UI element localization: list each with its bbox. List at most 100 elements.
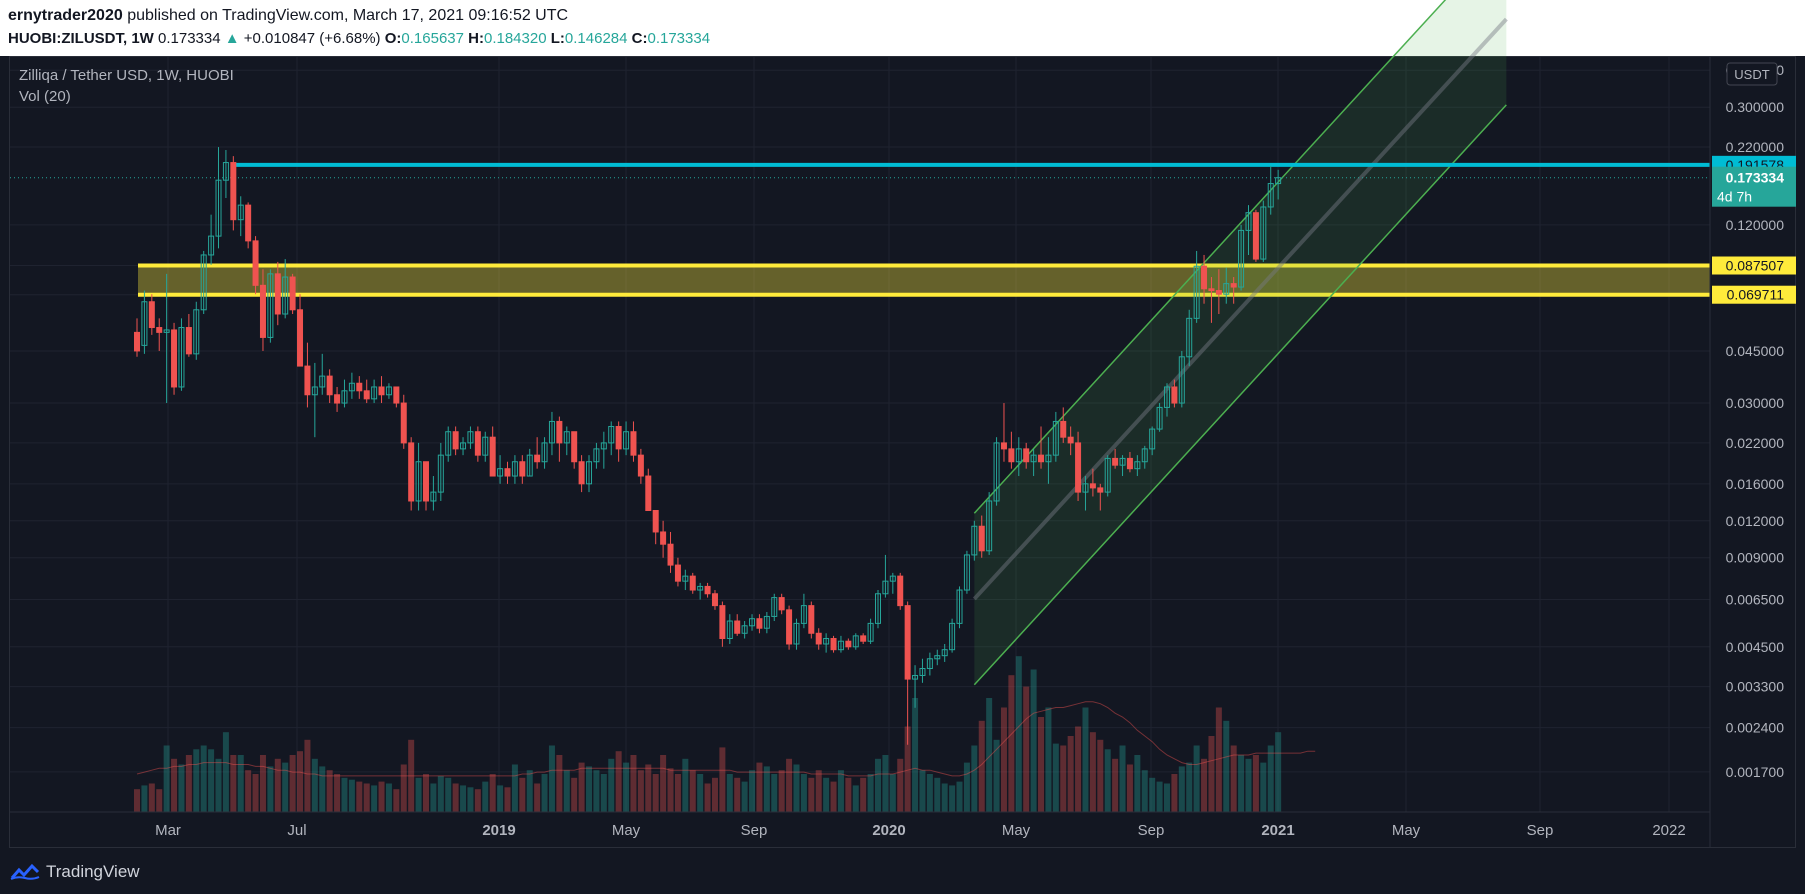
- volume-bar: [771, 774, 778, 812]
- candle: [689, 572, 696, 594]
- volume-bar: [178, 764, 185, 812]
- candle-body: [378, 386, 385, 396]
- candle-body: [1141, 448, 1148, 463]
- candle-body: [445, 431, 452, 456]
- volume-ma-line: [136, 701, 1316, 777]
- candle: [297, 294, 304, 367]
- author-name[interactable]: ernytrader2020: [8, 7, 123, 24]
- candle-body: [1045, 454, 1052, 463]
- volume-bar: [1245, 758, 1252, 812]
- candle: [1267, 165, 1274, 215]
- volume-bar: [1060, 745, 1067, 812]
- candle-body: [1215, 290, 1222, 295]
- candle: [1112, 448, 1119, 469]
- candle: [793, 618, 800, 650]
- volume-bar: [556, 755, 563, 812]
- volume-bar: [259, 755, 266, 812]
- symbol-label: HUOBI:ZILUSDT, 1W: [8, 30, 154, 47]
- volume-bar: [630, 755, 637, 812]
- candle-body: [1023, 448, 1030, 463]
- candle-body: [852, 635, 859, 648]
- time-tick-label: Jul: [287, 822, 306, 839]
- candle-body: [326, 375, 333, 396]
- volume-bar: [378, 781, 385, 812]
- candle-body: [334, 394, 341, 404]
- price-tick-label: 0.006500: [1726, 592, 1785, 608]
- volume-bar: [134, 789, 140, 812]
- low-value: 0.146284: [564, 30, 628, 47]
- price-chart[interactable]: 0.4000000.3000000.2200000.1200000.045000…: [0, 0, 1805, 848]
- candle: [519, 455, 526, 484]
- candle-body: [778, 597, 785, 611]
- candle-body: [808, 605, 815, 634]
- volume-bar: [845, 777, 852, 812]
- volume-bar: [237, 755, 244, 812]
- candle-body: [652, 509, 659, 533]
- candle: [445, 426, 452, 462]
- volume-bar: [1075, 726, 1082, 812]
- candle: [222, 150, 229, 198]
- volume-bar: [1260, 762, 1267, 812]
- candle-body: [1052, 420, 1059, 456]
- tradingview-logo[interactable]: TradingView: [10, 862, 140, 882]
- candle-body: [763, 615, 770, 629]
- candle-body: [904, 605, 911, 680]
- volume-bar: [682, 758, 689, 812]
- candle-body: [148, 301, 155, 329]
- volume-bar: [422, 774, 429, 812]
- candle-body: [1238, 229, 1245, 288]
- volume-bar: [1193, 745, 1200, 812]
- volume-bar: [385, 783, 392, 812]
- candle-body: [163, 329, 170, 333]
- volume-bar: [600, 774, 607, 812]
- volume-bar: [1082, 707, 1089, 812]
- volume-bar: [363, 783, 370, 812]
- candle: [963, 550, 970, 594]
- candle-body: [534, 454, 541, 463]
- volume-bar: [578, 762, 585, 812]
- volume-bar: [637, 770, 644, 812]
- candle-body: [845, 640, 852, 648]
- candle-body: [200, 254, 207, 311]
- candle: [319, 353, 326, 395]
- candle-body: [452, 431, 459, 450]
- volume-bar: [1126, 764, 1133, 812]
- candle-body: [949, 622, 956, 651]
- volume-bars: [134, 656, 1282, 812]
- candle-body: [704, 585, 711, 595]
- candle: [1141, 445, 1148, 469]
- volume-bar: [837, 770, 844, 812]
- candle-body: [134, 331, 140, 352]
- candle-body: [1193, 265, 1200, 319]
- candle: [141, 290, 148, 354]
- candle-body: [1126, 457, 1133, 470]
- candle: [956, 586, 963, 629]
- volume-bar: [919, 770, 926, 812]
- candle: [660, 520, 667, 558]
- candle: [719, 601, 726, 647]
- candle: [867, 618, 874, 644]
- volume-bar: [645, 764, 652, 812]
- candle: [393, 386, 400, 408]
- candle: [771, 593, 778, 622]
- candle: [185, 313, 192, 357]
- volume-indicator-label[interactable]: Vol (20): [19, 88, 71, 105]
- candle: [311, 362, 318, 438]
- candle: [637, 448, 644, 484]
- volume-bar: [623, 762, 630, 812]
- candle-body: [460, 442, 467, 450]
- volume-bar: [230, 755, 237, 812]
- volume-bar: [949, 785, 956, 812]
- candle-body: [408, 442, 415, 502]
- candle: [1201, 254, 1208, 304]
- candle: [593, 442, 600, 469]
- candle-body: [771, 597, 778, 617]
- volume-bar: [1030, 669, 1037, 812]
- time-tick-label: 2022: [1652, 822, 1685, 839]
- candle-body: [586, 461, 593, 485]
- volume-bar: [311, 758, 318, 812]
- volume-bar: [1163, 783, 1170, 812]
- candle-body: [800, 605, 807, 624]
- candle-body: [1171, 386, 1178, 404]
- candle: [682, 569, 689, 591]
